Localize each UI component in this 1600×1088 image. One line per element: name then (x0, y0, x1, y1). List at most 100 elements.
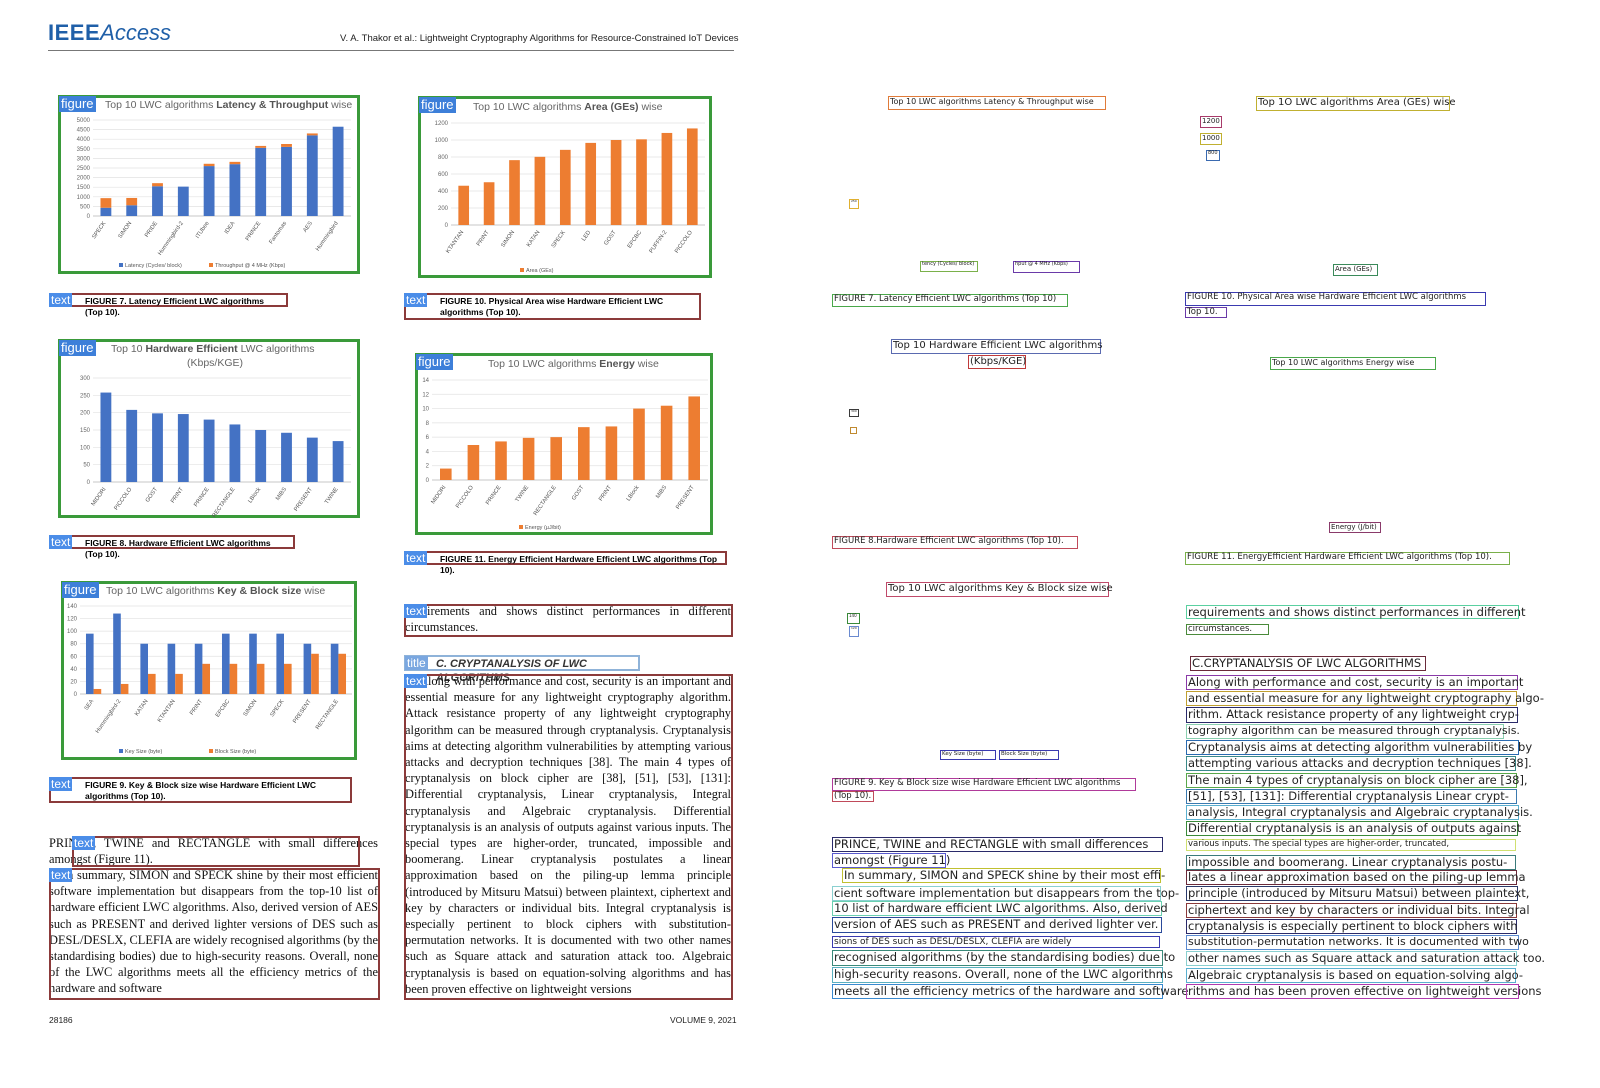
y-tick-label: 3000 (77, 156, 91, 162)
bar (229, 424, 241, 482)
legend-swatch (520, 268, 524, 272)
y-tick-label: 12 (422, 392, 429, 398)
bar (281, 146, 292, 216)
bar (126, 205, 138, 216)
x-tick-label: PRINCE (485, 485, 503, 506)
ocr-fig7-legend-2: hput @ 4 MHz (Kbps) (1013, 261, 1080, 273)
x-tick-label: GOST (571, 484, 586, 501)
legend-label: Throughput @ 4 MHz (Kbps) (215, 263, 286, 269)
ocr-left-line: amongst (Figure 11) (832, 853, 951, 868)
y-tick-label: 3500 (77, 147, 91, 153)
bar (203, 419, 215, 482)
bar (306, 133, 318, 136)
y-tick-label: 140 (67, 604, 78, 610)
ocr-right-line: Cryptanalysis aims at detecting algorith… (1186, 740, 1533, 755)
figure-7-box: figure Top 10 LWC algorithms Latency & T… (58, 95, 360, 274)
figure-11-box: figure Top 10 LWC algorithms Energy wise… (415, 353, 713, 535)
ocr-right-line: principle (introduced by Mitsuru Matsui)… (1186, 886, 1530, 901)
ocr-fig7-tick: 250 (849, 199, 859, 209)
y-tick-label: 5000 (77, 118, 91, 124)
x-tick-label: EPCBC (215, 699, 231, 719)
ocr-fig8-tick-2 (850, 427, 857, 434)
x-tick-label: SPECK (91, 221, 107, 241)
bar (126, 409, 138, 482)
section-title: title C. CRYPTANALYSIS OF LWC ALGORITHMS (404, 655, 640, 684)
legend-swatch (119, 749, 123, 753)
ocr-right-line: attempting various attacks and decryptio… (1186, 756, 1532, 771)
ocr-fig8-caption: FIGURE 8.Hardware Efficient LWC algorith… (832, 536, 1078, 549)
bar (311, 653, 319, 694)
ocr-fig10-caption-l2: Top 10. (1185, 307, 1227, 318)
bar (550, 437, 562, 480)
ocr-left-line: 10 list of hardware efficient LWC algori… (832, 901, 1168, 916)
figure-8-box: figure Top 10 Hardware Efficient LWC alg… (58, 339, 360, 518)
y-tick-label: 0 (87, 214, 91, 220)
x-tick-label: PRINT (476, 229, 491, 247)
figure-11-chart: 0 2 4 6 8 10 12 14 MIDORI PICCOLO PRINCE TWINE RECTA… (422, 378, 708, 531)
ocr-fig11-caption: FIGURE 11. EnergyEfficient Hardware Effi… (1185, 552, 1510, 565)
left-para-2-box: text (49, 868, 380, 1000)
bar (332, 126, 344, 216)
volume-label: VOLUME 9, 2021 (670, 1015, 737, 1025)
x-tick-label: PRINCE (245, 221, 263, 242)
bar (483, 182, 495, 225)
bar (255, 145, 267, 148)
ocr-fig7-caption: FIGURE 7. Latency Efficient LWC algorith… (832, 294, 1068, 307)
text-tag: text (404, 551, 428, 565)
figure-8-chart: 0 50 100 150 200 250 300 MIDORI PICCOLO GOST PRINT… (80, 376, 351, 518)
y-tick-label: 10 (422, 407, 429, 413)
ocr-right-line: other names such as Square attack and sa… (1186, 951, 1546, 966)
x-tick-label: MIDORI (91, 486, 108, 507)
x-tick-label: PRINT (598, 484, 613, 502)
bar (249, 633, 257, 694)
ocr-fig9-title: Top 10 LWC algorithms Key & Block size w… (886, 582, 1113, 597)
y-tick-label: 60 (70, 654, 77, 660)
y-tick-label: 1200 (435, 121, 449, 127)
x-tick-label: SPECK (551, 230, 567, 250)
y-tick-label: 800 (438, 155, 449, 161)
text-tag: text (49, 777, 73, 791)
legend-label: Energy (µJ/bit) (525, 525, 561, 531)
figure-tag: figure (59, 96, 96, 112)
bar (534, 156, 546, 225)
ocr-right-line: ciphertext and key by characters or indi… (1186, 903, 1530, 918)
y-tick-label: 2500 (77, 166, 91, 172)
y-tick-label: 600 (438, 172, 449, 178)
y-tick-label: 500 (80, 204, 91, 210)
text-tag: text (49, 293, 73, 307)
ocr-right-line: analysis, Integral cryptanalysis and Alg… (1186, 805, 1533, 820)
y-tick-label: 200 (80, 411, 91, 417)
y-tick-label: 1000 (435, 138, 449, 144)
bar (660, 405, 673, 480)
x-tick-label: TWINE (515, 485, 531, 504)
ocr-fig7-title: Top 10 LWC algorithms Latency & Throughp… (888, 96, 1106, 110)
bar (522, 437, 535, 480)
x-tick-label: RECTANGLE (315, 699, 340, 731)
bar (686, 128, 698, 225)
bar (203, 163, 215, 167)
bar (229, 164, 241, 216)
ocr-right-line: tography algorithm can be measured throu… (1186, 724, 1520, 739)
page-number: 28186 (49, 1015, 73, 1025)
x-tick-label: ITUbee (195, 221, 211, 240)
x-tick-label: LBlock (626, 485, 641, 503)
x-tick-label: TWINE (324, 487, 340, 506)
ocr-left-line: cient software implementation but disapp… (832, 886, 1180, 901)
ocr-right-line: C.CRYPTANALYSIS OF LWC ALGORITHMS (1190, 656, 1426, 671)
ocr-left-line: sions of DES such as DESL/DESLX, CLEFIA … (832, 936, 1160, 948)
ocr-fig10-caption-l1: FIGURE 10. Physical Area wise Hardware E… (1185, 292, 1486, 306)
ocr-right-line: circumstances. (1186, 624, 1269, 635)
y-tick-label: 8 (426, 421, 430, 427)
x-tick-label: EPCBC (627, 230, 643, 250)
bar (152, 413, 163, 482)
ocr-fig10-title: Top 1O LWC algorithms Area (GEs) wise (1256, 96, 1456, 111)
x-tick-label: SIMON (118, 221, 134, 240)
x-tick-label: KTANTAN (157, 699, 177, 724)
ocr-fig9-legend-1: Key Size (byte) (940, 750, 996, 760)
bar (229, 663, 238, 694)
x-tick-label: KTANTAN (445, 230, 465, 255)
y-tick-label: 4 (426, 449, 430, 455)
ocr-left-line: recognised algorithms (by the standardis… (832, 950, 1176, 966)
bar (100, 392, 112, 482)
ocr-fig9-tick-1: 140 (847, 613, 860, 624)
